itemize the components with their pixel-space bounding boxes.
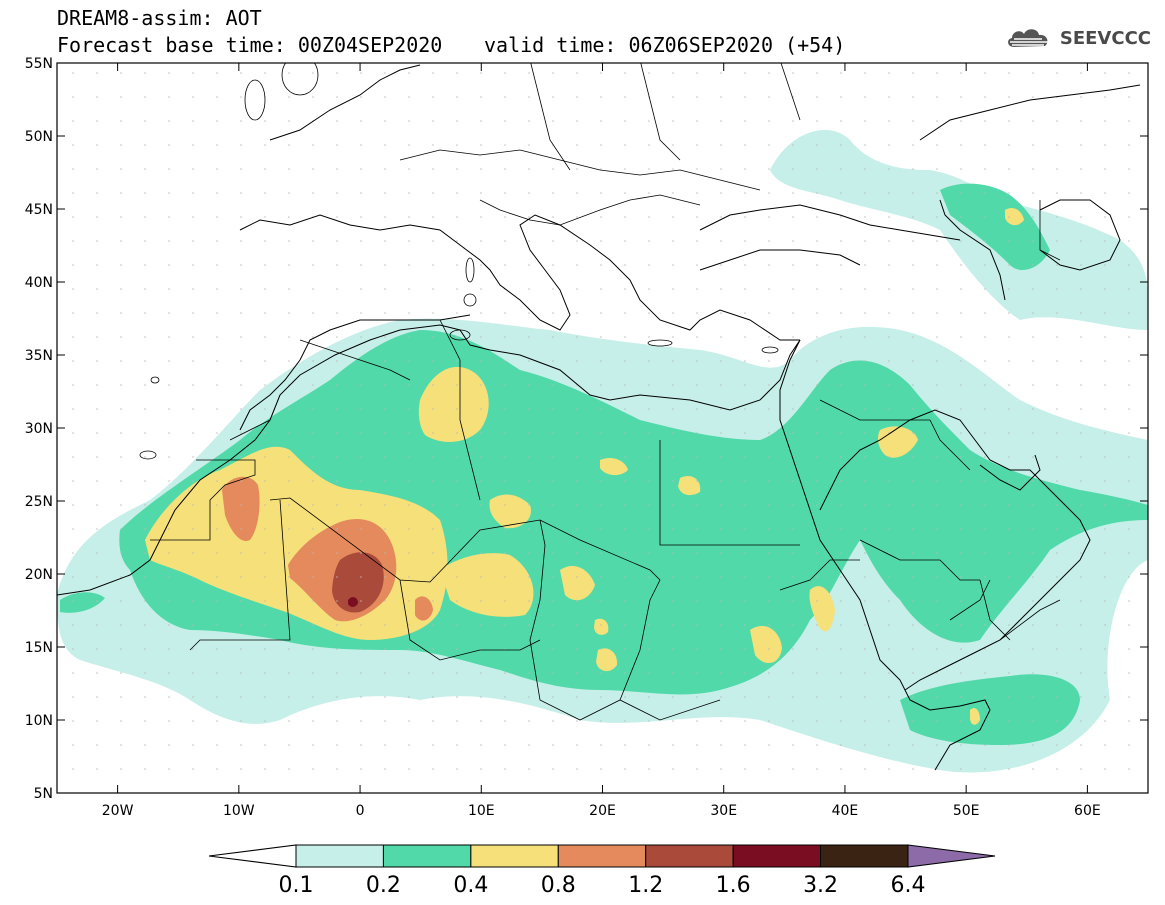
colorbar-label: 1.6 [716, 873, 751, 898]
lon-tick-label: 40E [832, 803, 859, 819]
colorbar-label: 0.1 [279, 873, 314, 898]
colorbar-label: 0.4 [453, 873, 488, 898]
colorbar-swatch [295, 844, 384, 868]
longitude-axis: 20W 10W 0 10E 20E 30E 40E 50E 60E [102, 63, 1101, 819]
country-borders [150, 63, 1061, 721]
time-info: Forecast base time: 00Z04SEP2020 valid ti… [57, 33, 845, 57]
lon-tick-label: 50E [953, 803, 980, 819]
lat-tick-label: 40N [25, 275, 53, 291]
lat-tick-label: 50N [25, 129, 53, 145]
islands [139, 63, 779, 460]
colorbar-label: 6.4 [891, 873, 926, 898]
lat-tick-label: 15N [25, 640, 53, 656]
colorbar-label: 3.2 [803, 873, 838, 898]
colorbar: 0.1 0.2 0.4 0.8 1.2 1.6 3.2 6.4 [208, 844, 996, 898]
colorbar-label: 0.8 [541, 873, 576, 898]
lon-tick-label: 0 [356, 803, 365, 819]
lon-tick-label: 20W [102, 803, 134, 819]
aot-field [57, 63, 1148, 793]
lon-tick-label: 60E [1074, 803, 1101, 819]
colorbar-swatch [732, 844, 822, 868]
colorbar-swatch [382, 844, 472, 868]
map-title: DREAM8-assim: AOT [57, 6, 262, 30]
colorbar-swatch [470, 844, 559, 868]
colorbar-label: 1.2 [628, 873, 663, 898]
colorbar-swatch [557, 844, 647, 868]
colorbar-swatch [645, 844, 734, 868]
valid-time: valid time: 06Z06SEP2020 (+54) [484, 33, 846, 57]
lon-tick-label: 10E [468, 803, 495, 819]
coastlines [57, 64, 1141, 771]
lon-tick-label: 10W [223, 803, 255, 819]
lat-tick-label: 20N [25, 567, 53, 583]
colorbar-high-triangle [907, 844, 996, 868]
colorbar-swatch [820, 844, 909, 868]
lat-tick-label: 35N [25, 348, 53, 364]
lat-tick-label: 5N [34, 786, 53, 802]
colorbar-label: 0.2 [366, 873, 401, 898]
lat-tick-label: 55N [25, 56, 53, 72]
lon-tick-label: 20E [589, 803, 616, 819]
colorbar-low-triangle [208, 844, 297, 868]
base-time: Forecast base time: 00Z04SEP2020 [57, 33, 443, 57]
brand-name: SEEVCCC [1059, 27, 1151, 49]
lon-tick-label: 30E [710, 803, 737, 819]
latitude-axis: 55N 50N 45N 40N 35N 30N 25N 20N 15N 10N 5N [25, 56, 1148, 802]
brand-logo: SEEVCCC [1004, 25, 1151, 51]
lat-tick-label: 10N [25, 713, 53, 729]
cloud-logo-icon [1007, 29, 1048, 47]
lat-tick-label: 30N [25, 421, 53, 437]
lat-tick-label: 45N [25, 202, 53, 218]
lat-tick-label: 25N [25, 494, 53, 510]
